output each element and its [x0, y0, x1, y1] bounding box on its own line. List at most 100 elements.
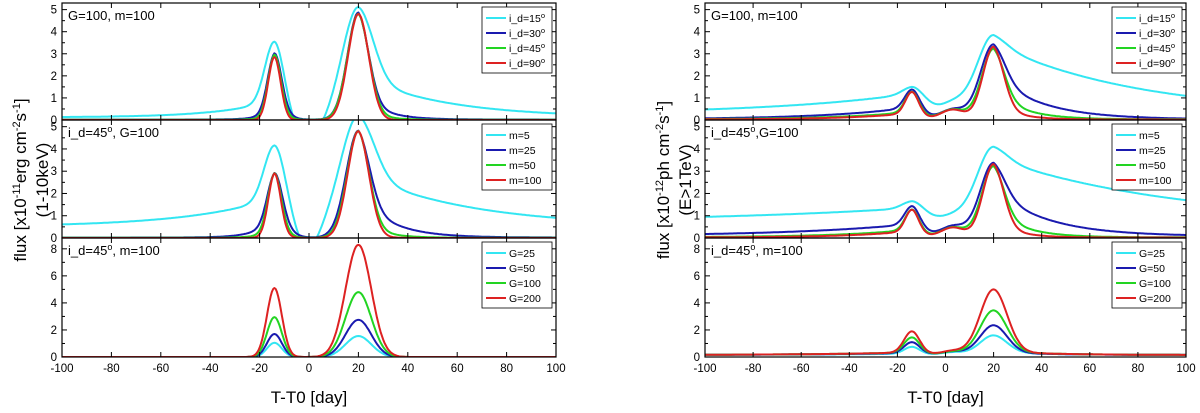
- legend-label: m=5: [509, 130, 530, 142]
- legend-label: m=50: [509, 160, 536, 172]
- panel-frame: [704, 237, 1187, 358]
- y-tick-label: 0: [51, 115, 57, 127]
- x-tick-label: -80: [745, 363, 762, 375]
- x-tick-label: 80: [1132, 363, 1145, 375]
- legend-label: i_d=30o: [509, 26, 545, 40]
- y-tick-label: 5: [51, 5, 57, 17]
- legend: G=25 G=50 G=100 G=200: [481, 241, 553, 309]
- legend-label: i_d=15o: [1139, 11, 1175, 25]
- x-axis-title: T-T0 [day]: [907, 388, 984, 407]
- legend-label: G=25: [1139, 248, 1165, 260]
- y-tick-label: 3: [694, 49, 700, 61]
- x-tick-label: -80: [103, 363, 120, 375]
- y-axis-title: flux [x10-12ph cm-2s-1]: [654, 101, 673, 259]
- panel-annotation: G=100, m=100: [68, 8, 155, 23]
- x-tick-label: -20: [889, 363, 906, 375]
- legend-label: G=25: [509, 248, 535, 260]
- y-tick-label: 2: [694, 71, 700, 83]
- panel-annotation: i_d=45o,G=100: [711, 124, 798, 140]
- panel-right-2: 0 1 2 3 4 5 i_d=45o,G=100 m=5 m=25 m=50 m=100: [694, 119, 1187, 245]
- x-tick-label: -20: [251, 363, 268, 375]
- panel-annotation: G=100, m=100: [711, 8, 798, 23]
- series-line-i_d=15°: [62, 6, 556, 120]
- y-tick-label: 2: [694, 325, 700, 337]
- panel-annotation: i_d=45o, m=100: [711, 242, 803, 258]
- legend-label: m=5: [1139, 130, 1160, 142]
- legend-label: m=25: [509, 145, 536, 157]
- legend: G=25 G=50 G=100 G=200: [1111, 241, 1183, 309]
- x-tick-label: 0: [306, 363, 312, 375]
- y-tick-label: 1: [51, 93, 57, 105]
- legend-label: m=50: [1139, 160, 1166, 172]
- panel-right-3: 0 2 4 6 8 i_d=45o, m=100 G=25 G=50 G=100 G=200: [694, 237, 1187, 364]
- legend-label: m=100: [1139, 175, 1172, 187]
- y-axis-subtitle: (E>1TeV): [676, 144, 695, 215]
- y-tick-label: 6: [51, 271, 57, 283]
- curves: [705, 145, 1186, 238]
- series-line-m=25: [705, 161, 1186, 236]
- panel-left-1: 0 1 2 3 4 5 G=100, m=100 i_d=15oi_d=30oi_d=45oi…: [51, 2, 557, 127]
- y-tick-label: 6: [694, 271, 700, 283]
- y-tick-label: 5: [694, 5, 700, 17]
- legend-label: G=100: [1139, 278, 1171, 290]
- x-tick-label: 20: [987, 363, 1000, 375]
- x-tick-label: 60: [451, 363, 464, 375]
- series-line-m=5: [705, 145, 1186, 218]
- x-tick-label: -100: [693, 363, 716, 375]
- panel-left-3: 0 2 4 6 8 i_d=45o, m=100 G=25 G=50 G=100 G=200: [51, 237, 557, 364]
- legend-label: i_d=30o: [1139, 26, 1175, 40]
- panel-annotation: i_d=45o, m=100: [68, 242, 160, 258]
- x-tick-label: 40: [401, 363, 414, 375]
- series-line-m=5: [62, 120, 556, 238]
- y-tick-label: 4: [51, 298, 58, 310]
- y-tick-label: 1: [51, 211, 57, 223]
- y-tick-label: 1: [694, 211, 700, 223]
- chart-left: 0 1 2 3 4 5 G=100, m=100 i_d=15oi_d=30oi_d=45oi…: [11, 2, 566, 407]
- y-tick-label: 0: [51, 352, 57, 364]
- legend-label: i_d=15o: [509, 11, 545, 25]
- y-tick-label: 3: [51, 166, 57, 178]
- legend-label: i_d=90o: [1139, 56, 1175, 70]
- x-axis-title: T-T0 [day]: [271, 388, 348, 407]
- y-axis-subtitle: (1-10keV): [33, 143, 52, 218]
- legend: m=5 m=25 m=50 m=100: [481, 123, 553, 191]
- x-tick-label: 100: [546, 363, 565, 375]
- series-line-G=50: [62, 318, 556, 357]
- panel-right-1: 0 1 2 3 4 5 G=100, m=100 i_d=15oi_d=30oi_d=45oi…: [694, 2, 1187, 127]
- legend-label: m=25: [1139, 145, 1166, 157]
- legend-label: m=100: [509, 175, 542, 187]
- y-tick-label: 5: [51, 122, 57, 134]
- y-tick-label: 1: [694, 93, 700, 105]
- legend-label: i_d=45o: [509, 41, 545, 55]
- x-tick-label: 20: [352, 363, 365, 375]
- y-tick-label: 4: [694, 144, 701, 156]
- x-tick-label: 40: [1035, 363, 1048, 375]
- panel-frame: [61, 237, 557, 358]
- y-tick-label: 2: [694, 188, 700, 200]
- y-tick-label: 8: [51, 244, 57, 256]
- panel-annotation: i_d=45o, G=100: [68, 124, 159, 140]
- x-tick-label: -60: [793, 363, 810, 375]
- legend-label: G=100: [509, 278, 541, 290]
- x-tick-label: -60: [152, 363, 169, 375]
- y-axis-title: flux [x10-11erg cm-2s-1]: [11, 98, 30, 261]
- series-line-G=100: [705, 309, 1186, 356]
- y-tick-label: 4: [51, 27, 58, 39]
- y-tick-label: 0: [694, 352, 700, 364]
- y-tick-label: 2: [51, 188, 57, 200]
- x-tick-label: -100: [50, 363, 73, 375]
- y-tick-label: 8: [694, 244, 700, 256]
- y-tick-label: 5: [694, 122, 700, 134]
- x-tick-label: 100: [1176, 363, 1195, 375]
- legend-label: G=200: [509, 293, 541, 305]
- y-tick-label: 0: [51, 233, 57, 245]
- y-tick-label: 2: [51, 71, 57, 83]
- legend-label: G=50: [509, 263, 535, 275]
- y-tick-label: 4: [51, 144, 58, 156]
- series-line-i_d=15°: [705, 34, 1186, 111]
- x-tick-label: 80: [500, 363, 513, 375]
- y-tick-label: 0: [694, 115, 700, 127]
- legend-label: i_d=45o: [1139, 41, 1175, 55]
